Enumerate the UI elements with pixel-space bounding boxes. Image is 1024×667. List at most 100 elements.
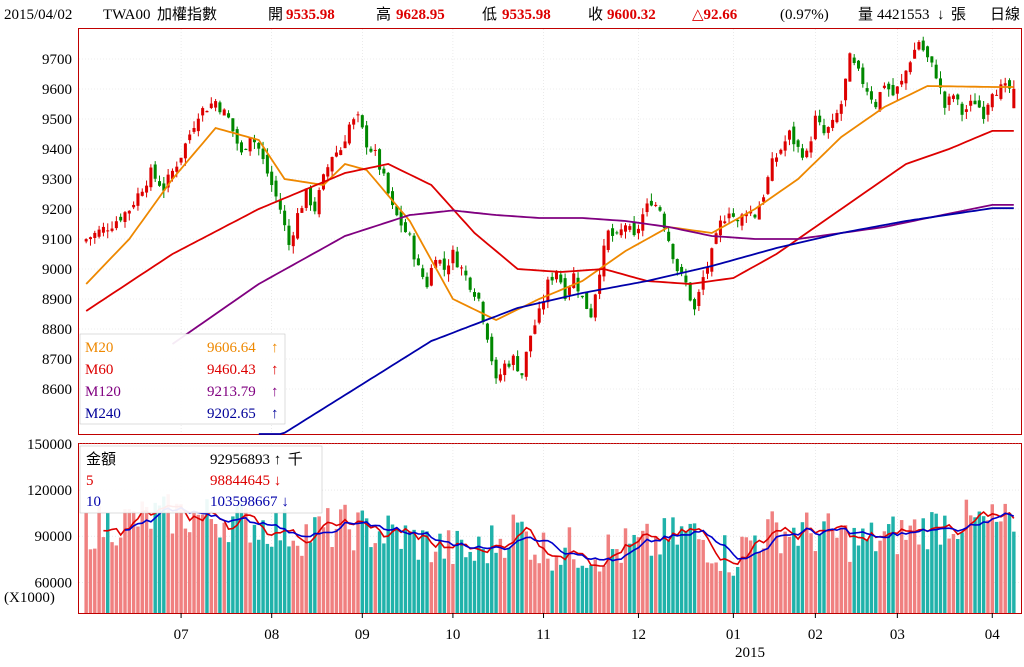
candle-body	[977, 100, 981, 108]
volume-bar	[861, 528, 865, 613]
volume-bar	[813, 551, 818, 613]
header-close-label: 收	[588, 6, 603, 23]
price-legend-name: M240	[85, 406, 121, 422]
candle-body	[865, 88, 869, 92]
volume-scale-note: (X1000)	[4, 590, 55, 606]
candle-body	[641, 214, 645, 231]
volume-bar	[239, 502, 244, 613]
candle-body	[468, 277, 472, 290]
candle-body	[645, 203, 649, 213]
volume-bar	[723, 535, 727, 613]
volume-bar	[662, 518, 667, 613]
volume-bar	[537, 563, 541, 613]
candle-body	[792, 126, 796, 145]
volume-bar	[429, 562, 434, 613]
candle-body	[317, 190, 321, 215]
candle-body	[982, 106, 986, 119]
candle-body	[93, 232, 97, 238]
candle-body	[214, 101, 218, 108]
volume-bar	[718, 570, 723, 613]
volume-bar	[735, 566, 740, 613]
volume-bar	[826, 513, 831, 613]
volume-bar	[131, 511, 136, 613]
volume-bar	[805, 512, 809, 613]
volume-bar	[261, 520, 265, 613]
volume-bar	[485, 563, 490, 613]
volume-bar	[541, 532, 546, 613]
volume-bar	[494, 552, 498, 613]
volume-bar	[869, 522, 874, 613]
volume-bar	[610, 549, 615, 613]
volume-bar	[886, 524, 891, 613]
volume-bar	[399, 548, 403, 613]
price-y-tick-label: 9300	[42, 172, 72, 188]
candle-body	[170, 170, 174, 179]
volume-ma-5-line	[103, 504, 1015, 567]
candle-body	[723, 221, 727, 224]
candle-body	[516, 356, 520, 372]
candle-body	[585, 292, 589, 309]
volume-bar	[520, 521, 524, 613]
volume-bar	[347, 529, 352, 613]
candle-body	[546, 279, 550, 303]
volume-bar	[994, 521, 999, 613]
candle-body	[119, 216, 123, 221]
volume-bar	[774, 522, 779, 613]
volume-bar	[416, 559, 421, 613]
volume-bar	[744, 537, 749, 613]
volume-bar	[938, 544, 943, 613]
volume-bar	[675, 544, 680, 613]
candle-body	[153, 164, 157, 179]
volume-bar	[257, 539, 261, 613]
candle-body	[472, 292, 477, 297]
volume-bar	[459, 539, 464, 613]
candlesticks	[84, 36, 1016, 384]
price-y-tick-label: 9400	[42, 142, 72, 158]
x-tick-label: 01	[726, 627, 741, 643]
volume-bar	[498, 538, 503, 613]
volume-bar	[710, 563, 714, 613]
volume-bar	[524, 531, 528, 613]
volume-bar	[364, 518, 369, 613]
candle-body	[201, 108, 205, 116]
volume-bar	[446, 530, 451, 613]
candle-body	[412, 235, 416, 260]
volume-bar	[960, 532, 964, 613]
candle-body	[382, 168, 386, 174]
candle-body	[175, 166, 179, 172]
volume-bar	[697, 539, 701, 613]
volume-bar	[205, 499, 209, 613]
volume-bar	[593, 559, 598, 613]
candle-body	[623, 225, 628, 232]
candle-body	[576, 277, 580, 292]
candle-body	[580, 295, 584, 298]
volume-bar	[140, 501, 144, 613]
volume-y-tick-label: 150000	[27, 437, 72, 453]
candle-body	[235, 129, 239, 144]
candle-body	[369, 148, 373, 152]
volume-bar	[278, 540, 283, 613]
candle-body	[265, 154, 269, 174]
header-low-value: 9535.98	[502, 7, 551, 23]
candle-body	[1012, 88, 1016, 109]
candle-body	[818, 115, 822, 123]
volume-bar	[615, 549, 619, 613]
volume-bar	[589, 564, 593, 613]
candle-body	[498, 374, 502, 381]
candle-body	[598, 274, 602, 294]
price-y-axis: 8600 8700 8800 8900 9000 9100 9200 9300 9400 9500…	[42, 52, 72, 398]
candle-body	[986, 104, 990, 115]
candle-body	[740, 214, 744, 226]
volume-bar	[464, 557, 468, 613]
header-change: △92.66	[692, 7, 738, 23]
price-y-tick-label: 8800	[42, 322, 72, 338]
candle-body	[287, 225, 291, 245]
volume-bar	[990, 504, 994, 613]
volume-bar	[684, 531, 688, 613]
candle-body	[697, 291, 701, 307]
candle-body	[313, 201, 317, 212]
volume-bar	[373, 543, 377, 613]
volume-bar	[632, 534, 636, 613]
volume-bar	[852, 527, 856, 613]
volume-y-axis: 60000 90000 120000 150000	[27, 437, 72, 591]
